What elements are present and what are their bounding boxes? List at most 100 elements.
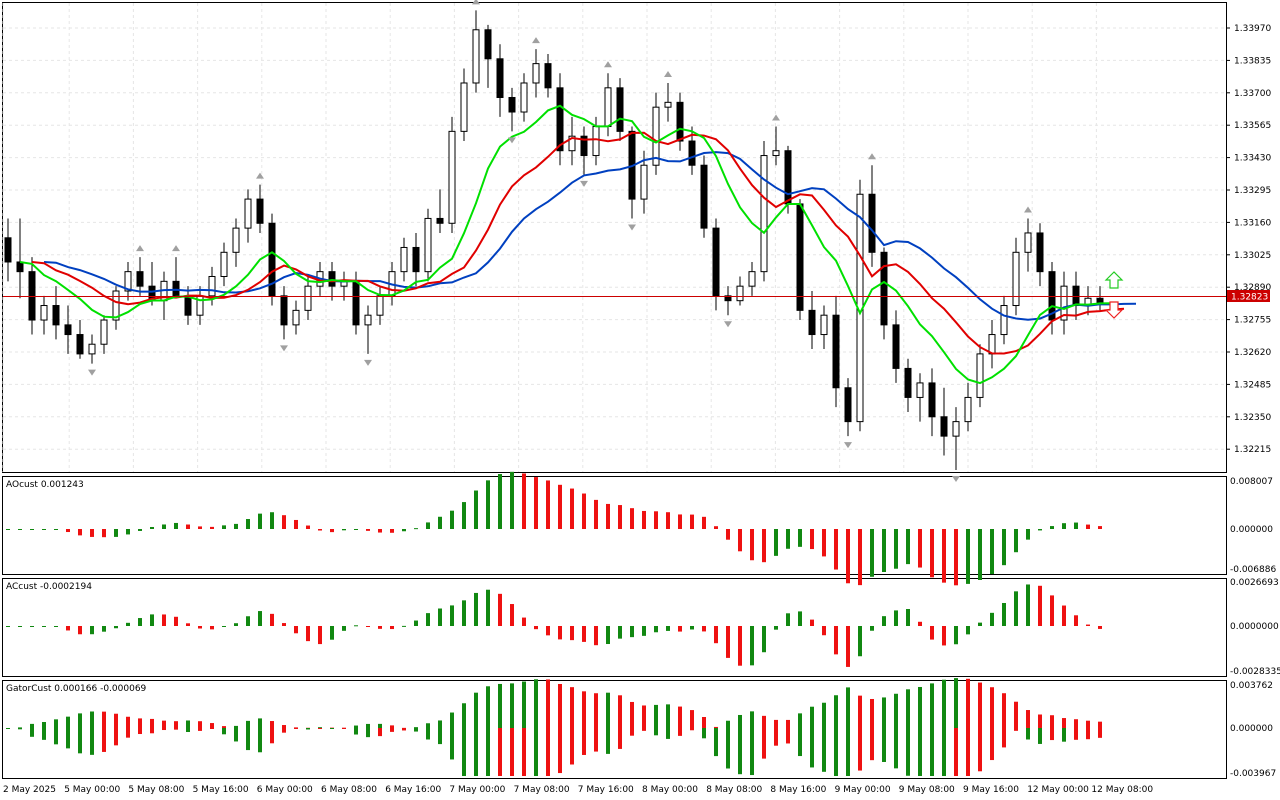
- gator-lower-bar: [414, 728, 418, 732]
- candle-body: [52, 305, 60, 326]
- ao-bar: [318, 529, 322, 531]
- ac-bar: [966, 626, 970, 635]
- ac-bar: [318, 626, 322, 645]
- ac-bar: [894, 610, 898, 626]
- gator-lower-bar: [822, 728, 826, 772]
- candle-body: [700, 164, 708, 229]
- gator-upper-bar: [582, 691, 586, 728]
- buy-arrow-icon[interactable]: [1104, 271, 1124, 289]
- gator-lower-bar: [138, 728, 142, 735]
- gator-upper-bar: [1062, 718, 1066, 728]
- candle-body: [280, 295, 288, 326]
- gator-lower-bar: [714, 728, 718, 757]
- ao-bar: [378, 529, 382, 533]
- candle-body: [1036, 232, 1044, 273]
- gator-upper-bar: [282, 725, 286, 728]
- gator-panel-frame[interactable]: [2, 680, 1227, 779]
- fractal-down-icon: [844, 442, 852, 449]
- candle-body: [76, 334, 84, 355]
- ac-bar: [726, 626, 730, 658]
- ao-bar: [342, 529, 346, 531]
- ac-bar: [390, 626, 394, 630]
- time-tick-label: 7 May 16:00: [578, 785, 634, 795]
- gator-upper-bar: [546, 679, 550, 728]
- gator-upper-bar: [738, 714, 742, 728]
- ac-bar: [774, 626, 778, 630]
- gator-upper-bar: [258, 718, 262, 728]
- ao-bar: [462, 502, 466, 529]
- candle-body: [640, 164, 648, 200]
- time-tick-label: 6 May 00:00: [257, 785, 313, 795]
- gator-lower-bar: [126, 728, 130, 738]
- gator-upper-bar: [642, 705, 646, 728]
- gator-upper-bar: [702, 716, 706, 728]
- fractal-up-icon: [1024, 206, 1032, 213]
- gator-upper-bar: [186, 720, 190, 728]
- ac-bar: [750, 626, 754, 666]
- gator-upper-bar: [762, 715, 766, 728]
- ac-bar: [270, 613, 274, 626]
- ao-panel-frame[interactable]: [2, 476, 1227, 575]
- ao-bar: [66, 529, 70, 533]
- main-chart-frame[interactable]: [2, 2, 1227, 473]
- fractal-down-icon: [280, 345, 288, 352]
- ao-bar: [630, 508, 634, 529]
- gator-lower-bar: [234, 728, 238, 742]
- candle-body: [412, 246, 420, 273]
- gator-upper-bar: [414, 727, 418, 729]
- gator-lower-bar: [762, 728, 766, 759]
- price-tick-label: 1.32350: [1234, 413, 1271, 423]
- gator-upper-bar: [942, 679, 946, 728]
- ac-bar: [798, 611, 802, 626]
- gator-lower-bar: [966, 728, 970, 776]
- candle-body: [136, 271, 144, 287]
- ac-bar: [462, 600, 466, 626]
- ac-bar: [246, 616, 250, 626]
- gator-upper-bar: [222, 726, 226, 728]
- gator-lower-bar: [78, 728, 82, 754]
- ac-axis-bottom: -0.0028335: [1230, 667, 1280, 677]
- fractal-up-icon: [664, 70, 672, 77]
- ao-bar: [174, 522, 178, 529]
- time-tick-label: 6 May 16:00: [385, 785, 441, 795]
- gator-upper-bar: [654, 704, 658, 728]
- ao-bar: [1062, 523, 1066, 529]
- ao-panel-label: AOcust 0.001243: [6, 480, 84, 490]
- gator-upper-bar: [882, 697, 886, 728]
- gator-upper-bar: [174, 721, 178, 728]
- time-tick-label: 8 May 08:00: [706, 785, 762, 795]
- gator-upper-bar: [270, 721, 274, 728]
- ac-bar: [174, 616, 178, 626]
- ac-bar: [450, 605, 454, 626]
- ao-bar: [498, 474, 502, 529]
- candle-body: [928, 382, 936, 418]
- ac-bar: [642, 626, 646, 636]
- ao-bar: [426, 522, 430, 529]
- sell-arrow-icon[interactable]: [1104, 301, 1124, 319]
- candle-body: [484, 29, 492, 60]
- ac-bar: [1050, 595, 1054, 626]
- candle-body: [16, 261, 24, 273]
- ac-panel-frame[interactable]: [2, 578, 1227, 677]
- ac-bar: [78, 626, 82, 635]
- gator-lower-bar: [114, 728, 118, 746]
- gator-upper-bar: [954, 678, 958, 728]
- time-tick-label: 5 May 00:00: [64, 785, 120, 795]
- ao-bar: [162, 524, 166, 529]
- gator-lower-bar: [1038, 728, 1042, 744]
- price-tick-label: 1.32215: [1234, 445, 1271, 455]
- gator-upper-bar: [150, 718, 154, 728]
- gator-upper-bar: [1002, 693, 1006, 728]
- gator-lower-bar: [498, 728, 502, 776]
- gator-lower-bar: [270, 728, 274, 744]
- ac-bar: [702, 626, 706, 632]
- ao-bar: [126, 529, 130, 535]
- ac-bar: [870, 626, 874, 631]
- ao-bar: [786, 529, 790, 549]
- ac-bar: [822, 626, 826, 636]
- gator-upper-bar: [630, 701, 634, 728]
- ao-bar: [618, 505, 622, 529]
- ao-bar: [930, 529, 934, 578]
- candle-body: [664, 101, 672, 108]
